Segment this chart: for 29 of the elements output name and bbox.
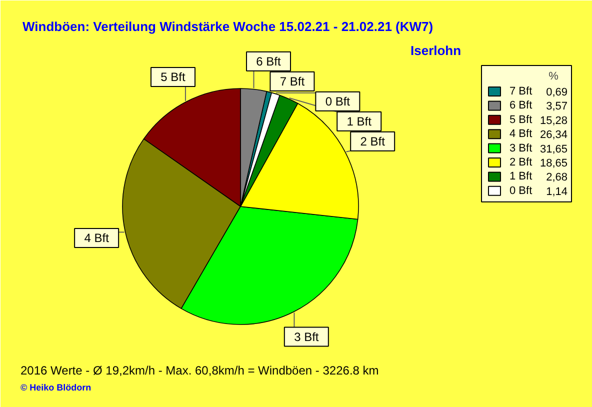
text: © Heiko Blödorn	[20, 382, 92, 392]
data-label: 26,34	[540, 129, 568, 142]
legend-label: 1 Bft	[510, 170, 532, 183]
data-label: 1,14	[546, 186, 568, 198]
data-label: 18,65	[540, 158, 568, 170]
chart-subtitle: Iserlohn	[410, 43, 462, 58]
legend-label: 5 Bft	[510, 114, 532, 126]
legend-label: 4 Bft	[510, 128, 532, 140]
slice-label: 1 Bft	[346, 114, 372, 128]
slice-label: 5 Bft	[160, 70, 186, 84]
data-label: 0,69	[546, 86, 568, 98]
data-label: 2,68	[546, 172, 568, 184]
slice-label: 7 Bft	[280, 74, 306, 88]
data-label: 3,57	[546, 100, 568, 113]
legend-label: 2 Bft	[510, 156, 532, 168]
chart-title: Windböen: Verteilung Windstärke Woche 15.02.21 - 21.02.21 (KW7)	[22, 19, 434, 34]
legend-label: 6 Bft	[510, 100, 532, 112]
slice-label: 6 Bft	[256, 54, 282, 68]
category-label: 0 Bft	[325, 94, 350, 108]
legend-label: 3 Bft	[510, 142, 532, 154]
slice-label: 4 Bft	[84, 230, 110, 245]
legend-label: 7 Bft	[510, 86, 532, 98]
legend-label: 0 Bft	[510, 184, 532, 197]
data-label: 15,28	[540, 114, 568, 127]
slice-label: 2 Bft	[360, 134, 386, 148]
legend-title: %	[548, 70, 559, 82]
text: 2016 Werte - Ø 19,2km/h - Max. 60,8km/h = Windböen - 3226.8 km	[20, 364, 379, 378]
data-label: 31,65	[540, 143, 568, 156]
slice-label: 3 Bft	[294, 330, 320, 344]
